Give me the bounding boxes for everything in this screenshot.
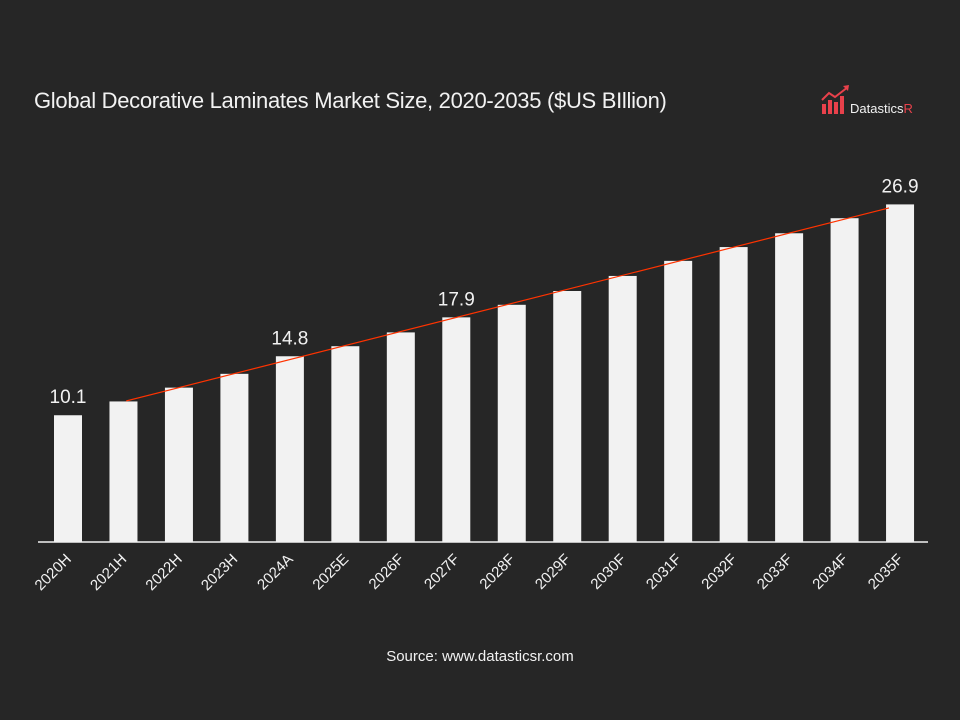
data-label: 26.9	[882, 176, 919, 197]
bar-2029F	[553, 291, 582, 542]
x-tick-label: 2033F	[754, 551, 796, 593]
x-tick-label: 2025E	[309, 551, 352, 594]
svg-text:DatasticsR: DatasticsR	[850, 101, 913, 116]
x-tick-label: 2028F	[476, 551, 518, 593]
bar-2032F	[719, 247, 748, 542]
x-tick-label: 2026F	[366, 551, 408, 593]
bar-2034F	[830, 218, 859, 542]
x-tick-label: 2031F	[643, 551, 685, 593]
x-tick-label: 2035F	[865, 551, 907, 593]
bar-2028F	[497, 304, 526, 542]
bar-2030F	[608, 275, 637, 542]
data-label: 17.9	[438, 289, 475, 310]
bar-2023H	[220, 373, 249, 542]
bar-2021H	[109, 401, 138, 542]
bar-2020H	[54, 415, 82, 542]
bar-2025E	[331, 346, 360, 542]
x-tick-label: 2030F	[587, 551, 629, 593]
bar-2027F	[442, 317, 471, 542]
x-tick-label: 2027F	[421, 551, 463, 593]
bar-2033F	[775, 233, 804, 542]
bar-2022H	[164, 387, 193, 542]
x-tick-label: 2032F	[698, 551, 740, 593]
bar-2024A	[275, 356, 304, 542]
x-tick-label: 2023H	[198, 551, 241, 594]
chart-title: Global Decorative Laminates Market Size,…	[34, 88, 667, 113]
source-note: Source: www.datasticsr.com	[386, 648, 574, 665]
bar-2035F	[886, 204, 915, 542]
datasticsr-logo: DatasticsR	[821, 85, 913, 116]
x-tick-label: 2024A	[254, 551, 297, 594]
data-label: 14.8	[271, 328, 308, 349]
bar-2026F	[386, 332, 415, 542]
x-tick-label: 2021H	[87, 551, 130, 594]
x-tick-label: 2020H	[32, 551, 75, 594]
x-tick-label: 2029F	[532, 551, 574, 593]
data-label: 10.1	[50, 387, 87, 408]
x-tick-label: 2034F	[809, 551, 851, 593]
x-tick-label: 2022H	[142, 551, 185, 594]
trendline	[126, 207, 890, 402]
bar-2031F	[664, 260, 693, 542]
